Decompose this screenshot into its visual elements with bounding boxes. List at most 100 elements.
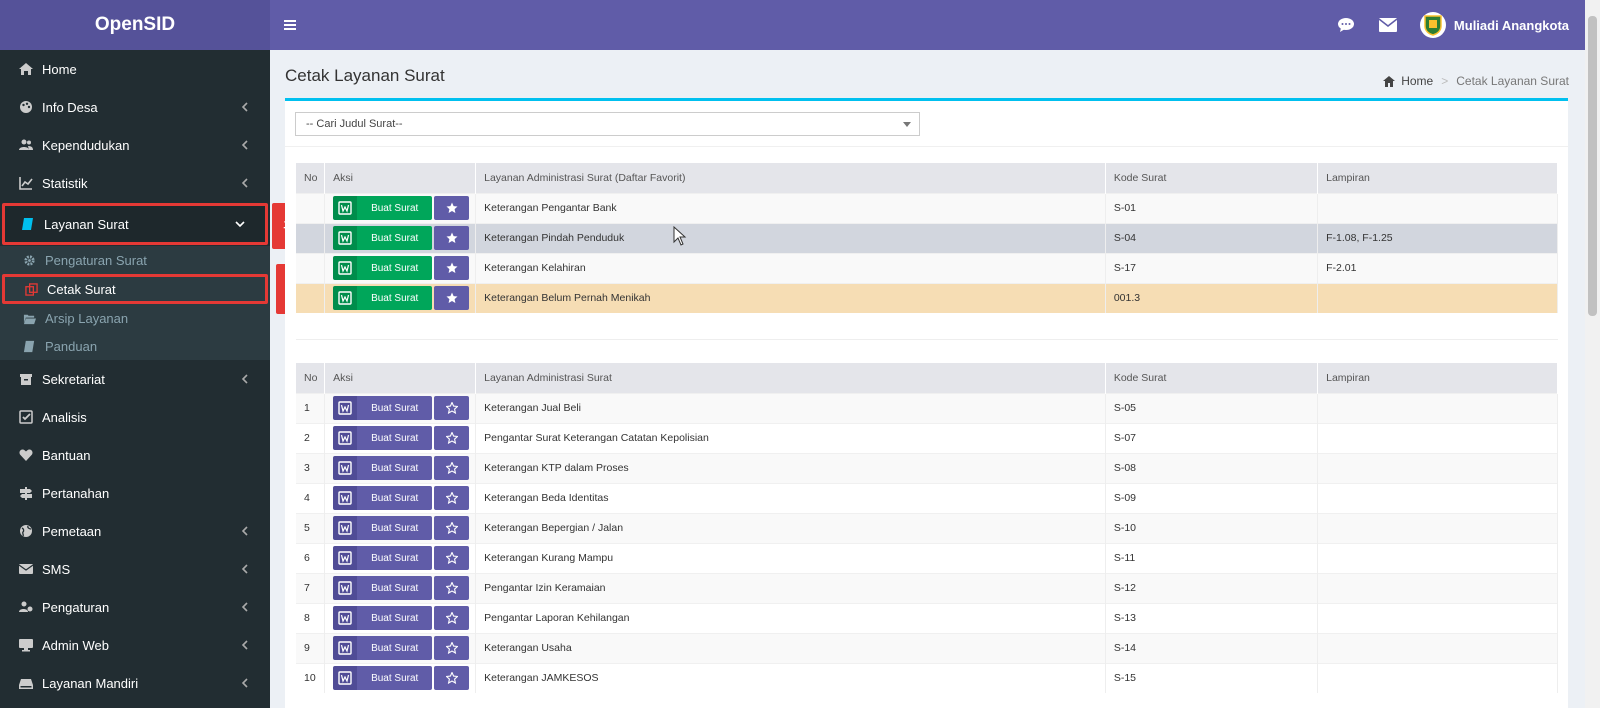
star-outline-icon[interactable]: [434, 456, 470, 480]
sidebar-item-pengaturan[interactable]: Pengaturan: [0, 588, 270, 626]
hamburger-menu-icon[interactable]: [284, 18, 298, 32]
buat-surat-button[interactable]: Buat Surat: [333, 636, 433, 660]
star-outline-icon[interactable]: [434, 546, 470, 570]
table-row[interactable]: Buat Surat Keterangan Belum Pernah Menika…: [296, 282, 1558, 313]
buat-surat-button[interactable]: Buat Surat: [333, 196, 433, 220]
table-row[interactable]: 2 Buat Surat Pengantar Surat Keterangan Ca…: [296, 422, 1558, 453]
surat-lampiran: [1317, 512, 1558, 543]
table-row[interactable]: 1 Buat Surat Keterangan Jual Beli S-05: [296, 392, 1558, 423]
sidebar-item-bantuan[interactable]: Bantuan: [0, 436, 270, 474]
buat-surat-button[interactable]: Buat Surat: [333, 576, 433, 600]
table-row[interactable]: Buat Surat Keterangan Pindah Penduduk S-04…: [296, 222, 1558, 253]
app-logo[interactable]: OpenSID: [0, 0, 270, 50]
sidebar-item-home[interactable]: Home: [0, 50, 270, 88]
surat-name: Pengantar Surat Keterangan Catatan Kepol…: [475, 422, 1106, 453]
surat-name: Keterangan Kelahiran: [475, 252, 1106, 283]
table-row[interactable]: 6 Buat Surat Keterangan Kurang Mampu S-11: [296, 542, 1558, 573]
word-file-icon: [333, 606, 358, 630]
buat-surat-button[interactable]: Buat Surat: [333, 256, 433, 280]
buat-surat-button[interactable]: Buat Surat: [333, 546, 433, 570]
submenu-item-arsip-layanan[interactable]: Arsip Layanan: [0, 304, 270, 332]
star-filled-icon[interactable]: [434, 196, 470, 220]
surat-lampiran: F-2.01: [1317, 252, 1558, 283]
copy-icon: [24, 282, 38, 296]
sidebar-item-admin-web[interactable]: Admin Web: [0, 626, 270, 664]
star-outline-icon[interactable]: [434, 396, 470, 420]
search-surat-select[interactable]: -- Cari Judul Surat--: [295, 112, 920, 136]
buat-surat-button[interactable]: Buat Surat: [333, 486, 433, 510]
submenu-item-cetak-surat[interactable]: Cetak Surat: [2, 274, 268, 304]
row-number: 1: [296, 392, 326, 423]
table-row[interactable]: 5 Buat Surat Keterangan Bepergian / Jalan S…: [296, 512, 1558, 543]
sidebar-item-label: Statistik: [42, 175, 88, 191]
sidebar-item-layanan-surat[interactable]: Layanan Surat: [2, 203, 268, 245]
star-outline-icon[interactable]: [434, 426, 470, 450]
surat-lampiran: [1317, 452, 1558, 483]
chevron-down-icon: [235, 219, 245, 229]
buat-surat-button[interactable]: Buat Surat: [333, 456, 433, 480]
buat-surat-button[interactable]: Buat Surat: [333, 396, 433, 420]
sidebar-item-statistik[interactable]: Statistik: [0, 164, 270, 202]
surat-code: S-05: [1105, 392, 1319, 423]
star-filled-icon[interactable]: [434, 226, 470, 250]
page-scrollbar[interactable]: [1585, 0, 1600, 708]
table-row[interactable]: Buat Surat Keterangan Pengantar Bank S-01: [296, 192, 1558, 223]
sidebar-item-kependudukan[interactable]: Kependudukan: [0, 126, 270, 164]
submenu-item-pengaturan-surat[interactable]: Pengaturan Surat: [0, 246, 270, 274]
star-outline-icon[interactable]: [434, 516, 470, 540]
table-row[interactable]: 4 Buat Surat Keterangan Beda Identitas S-09: [296, 482, 1558, 513]
envelope-icon[interactable]: [1378, 15, 1398, 35]
sidebar-item-analisis[interactable]: Analisis: [0, 398, 270, 436]
username[interactable]: Muliadi Anangkota: [1453, 17, 1569, 33]
surat-lampiran: [1317, 602, 1558, 633]
sidebar-item-pemetaan[interactable]: Pemetaan: [0, 512, 270, 550]
breadcrumb-current: Cetak Layanan Surat: [1456, 74, 1569, 88]
sidebar-item-sms[interactable]: SMS: [0, 550, 270, 588]
table-row[interactable]: 10 Buat Surat Keterangan JAMKESOS S-15: [296, 662, 1558, 693]
sidebar-menu-top: Home Info Desa Kependudukan Statistik: [0, 50, 270, 202]
sidebar-item-pertanahan[interactable]: Pertanahan: [0, 474, 270, 512]
surat-code: S-17: [1105, 252, 1319, 283]
table-row[interactable]: 9 Buat Surat Keterangan Usaha S-14: [296, 632, 1558, 663]
sidebar-item-sekretariat[interactable]: Sekretariat: [0, 360, 270, 398]
table-row[interactable]: 3 Buat Surat Keterangan KTP dalam Proses S-…: [296, 452, 1558, 483]
buat-surat-button[interactable]: Buat Surat: [333, 226, 433, 250]
chevron-left-icon: [240, 564, 250, 574]
buat-surat-button[interactable]: Buat Surat: [333, 666, 433, 691]
column-header: Aksi: [324, 363, 477, 393]
table-row[interactable]: 8 Buat Surat Pengantar Laporan Kehilangan S…: [296, 602, 1558, 633]
buat-surat-button[interactable]: Buat Surat: [333, 516, 433, 540]
star-filled-icon[interactable]: [434, 286, 470, 311]
buat-surat-button[interactable]: Buat Surat: [333, 426, 433, 450]
sidebar-menu-bottom: Sekretariat Analisis Bantuan Pertanahan Peme…: [0, 360, 270, 702]
chevron-left-icon: [240, 526, 250, 536]
row-number: 3: [296, 452, 326, 483]
sidebar-item-info-desa[interactable]: Info Desa: [0, 88, 270, 126]
star-outline-icon[interactable]: [434, 606, 470, 630]
row-actions: Buat Surat: [324, 572, 477, 603]
scrollbar-thumb[interactable]: [1588, 16, 1597, 316]
user-avatar[interactable]: [1419, 12, 1446, 38]
comments-icon[interactable]: [1336, 15, 1356, 35]
breadcrumb-home[interactable]: Home: [1401, 74, 1434, 88]
star-outline-icon[interactable]: [434, 666, 470, 691]
star-outline-icon[interactable]: [434, 486, 470, 510]
submenu-item-label: Panduan: [45, 338, 98, 354]
star-outline-icon[interactable]: [434, 576, 470, 600]
surat-code: S-10: [1105, 512, 1319, 543]
submenu-item-panduan[interactable]: Panduan: [0, 332, 270, 360]
buat-surat-button[interactable]: Buat Surat: [333, 286, 433, 311]
row-actions: Buat Surat: [324, 542, 477, 573]
check-square-icon: [18, 409, 34, 425]
word-file-icon: [333, 426, 358, 450]
surat-name: Keterangan JAMKESOS: [475, 662, 1106, 693]
table-row[interactable]: 7 Buat Surat Pengantar Izin Keramaian S-12: [296, 572, 1558, 603]
star-filled-icon[interactable]: [434, 256, 470, 280]
submenu-item-label: Cetak Surat: [47, 281, 116, 297]
buat-surat-label: Buat Surat: [357, 606, 433, 630]
buat-surat-button[interactable]: Buat Surat: [333, 606, 433, 630]
sidebar-item-layanan-mandiri[interactable]: Layanan Mandiri: [0, 664, 270, 702]
sidebar-item-label: SMS: [42, 561, 71, 577]
table-row[interactable]: Buat Surat Keterangan Kelahiran S-17 F-2.01: [296, 252, 1558, 283]
star-outline-icon[interactable]: [434, 636, 470, 660]
